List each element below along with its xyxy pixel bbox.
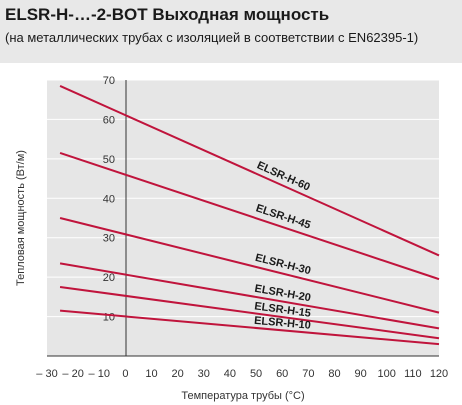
- x-tick-label: 40: [224, 368, 236, 380]
- x-tick-label: – 20: [62, 368, 83, 380]
- chart-subtitle: (на металлических трубах с изоляцией в с…: [5, 30, 419, 45]
- y-axis-label: Тепловая мощность (Вт/м): [15, 150, 27, 286]
- series-line: [59, 151, 440, 281]
- x-tick-label: 60: [276, 368, 288, 380]
- series-line: [59, 85, 440, 257]
- series-label: ELSR-H-10: [254, 315, 312, 332]
- x-tick-label: 50: [250, 368, 262, 380]
- header-panel: ELSR-H-…-2-BOT Выходная мощность (на мет…: [0, 0, 462, 63]
- x-tick-label: 30: [198, 368, 210, 380]
- series-line: [59, 309, 440, 346]
- x-tick-label: – 30: [36, 368, 57, 380]
- x-tick-label: 70: [302, 368, 314, 380]
- x-tick-label: 20: [172, 368, 184, 380]
- y-tick-label: 40: [103, 193, 115, 205]
- x-axis-label: Температура трубы (°С): [181, 390, 304, 402]
- y-tick-labels: 10 20 30 40 50 60 70: [103, 75, 115, 324]
- x-tick-label: 10: [145, 368, 157, 380]
- series-line: [59, 286, 440, 340]
- x-tick-label: 120: [430, 368, 448, 380]
- x-tick-label: 90: [354, 368, 366, 380]
- x-tick-label: 100: [378, 368, 396, 380]
- y-tick-label: 10: [103, 312, 115, 324]
- series-line: [59, 262, 440, 330]
- x-tick-labels: – 30 – 20 – 10 0 10 20 30 40 50 60 70 80 90 100 110 120: [36, 368, 448, 380]
- plot-area: [47, 80, 439, 356]
- x-tick-label: 110: [404, 368, 422, 380]
- x-tick-label: 0: [122, 368, 128, 380]
- series-line: [59, 217, 440, 314]
- x-tick-label: 80: [328, 368, 340, 380]
- y-tick-label: 20: [103, 272, 115, 284]
- y-tick-label: 70: [103, 75, 115, 87]
- y-tick-label: 60: [103, 114, 115, 126]
- y-tick-label: 30: [103, 233, 115, 245]
- y-tick-label: 50: [103, 154, 115, 166]
- chart-title: ELSR-H-…-2-BOT Выходная мощность: [5, 5, 330, 24]
- x-tick-label: – 10: [89, 368, 110, 380]
